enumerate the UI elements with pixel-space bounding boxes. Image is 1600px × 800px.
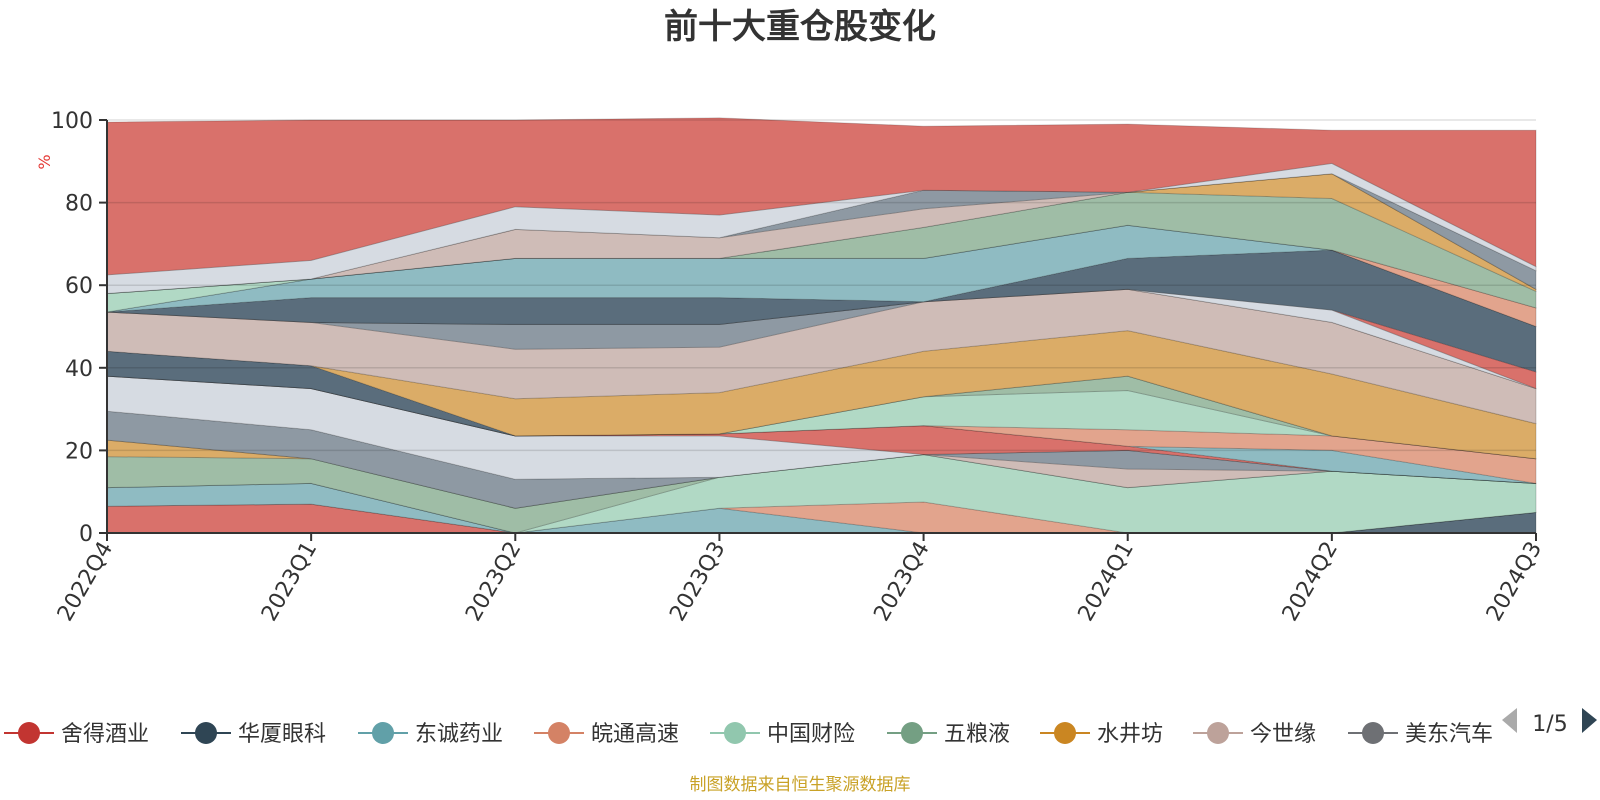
legend-marker-icon: [18, 722, 40, 744]
legend-item-6[interactable]: 五粮液: [887, 722, 1010, 747]
area-series-17: [106, 330, 1537, 460]
y-tick-label: 40: [65, 357, 93, 382]
y-tick-label: 0: [79, 522, 93, 547]
legend-item-4[interactable]: 皖通高速: [534, 722, 679, 747]
legend-item-9[interactable]: 美东汽车: [1348, 722, 1493, 747]
legend-item-label: 今世缘: [1250, 722, 1316, 747]
area-series-30: [106, 162, 1537, 295]
x-tick-label: 2023Q3: [665, 538, 730, 626]
area-series-29: [106, 173, 1537, 294]
legend-marker-icon: [724, 722, 746, 744]
x-tick-label: 2024Q3: [1482, 538, 1547, 626]
legend-marker-icon: [195, 722, 217, 744]
legend-item-1[interactable]: 舍得酒业: [4, 722, 149, 747]
area-series-group: [106, 117, 1537, 534]
legend-page-indicator: 1/5: [1532, 712, 1567, 737]
legend-pager: 1/5: [1502, 708, 1597, 737]
y-tick-label: 80: [65, 192, 93, 217]
x-tick-label: 2022Q4: [53, 538, 118, 626]
legend-marker-icon: [1362, 722, 1384, 744]
legend-item-7[interactable]: 水井坊: [1040, 722, 1163, 747]
legend-marker-icon: [901, 722, 923, 744]
chart-title: 前十大重仓股变化: [664, 7, 936, 47]
x-tick-label: 2024Q1: [1074, 538, 1139, 626]
legend-item-2[interactable]: 华厦眼科: [181, 722, 326, 747]
area-series-31: [106, 117, 1537, 276]
legend-prev-page-icon[interactable]: [1502, 708, 1517, 733]
legend-item-label: 美东汽车: [1405, 722, 1493, 747]
legend-item-5[interactable]: 中国财险: [710, 722, 855, 747]
x-tick-label: 2024Q2: [1278, 538, 1343, 626]
y-tick-label: 100: [51, 109, 93, 134]
data-source-note: 制图数据来自恒生聚源数据库: [690, 775, 911, 795]
legend-marker-icon: [372, 722, 394, 744]
legend-item-label: 东诚药业: [415, 722, 503, 747]
legend-item-label: 舍得酒业: [61, 722, 149, 747]
x-tick-label: 2023Q4: [869, 538, 934, 626]
legend-item-8[interactable]: 今世缘: [1193, 722, 1316, 747]
legend-item-label: 华厦眼科: [238, 722, 326, 747]
x-tick-label: 2023Q2: [461, 538, 526, 626]
legend-marker-icon: [1207, 722, 1229, 744]
legend-item-3[interactable]: 东诚药业: [358, 722, 503, 747]
legend[interactable]: 舍得酒业 华厦眼科 东诚药业 皖通高速 中国财险 五粮液 水井坊 今世缘 美东汽车: [4, 722, 1493, 747]
legend-item-label: 五粮液: [944, 722, 1010, 747]
y-tick-label: 60: [65, 274, 93, 299]
grid-lines: [107, 119, 1536, 452]
legend-item-label: 水井坊: [1097, 722, 1163, 747]
y-axis-unit: %: [35, 154, 54, 169]
legend-item-label: 中国财险: [767, 722, 855, 747]
legend-marker-icon: [1054, 722, 1076, 744]
legend-next-page-icon[interactable]: [1582, 708, 1597, 733]
legend-marker-icon: [548, 722, 570, 744]
legend-item-label: 皖通高速: [591, 722, 679, 747]
x-tick-label: 2023Q1: [257, 538, 322, 626]
y-tick-label: 20: [65, 439, 93, 464]
